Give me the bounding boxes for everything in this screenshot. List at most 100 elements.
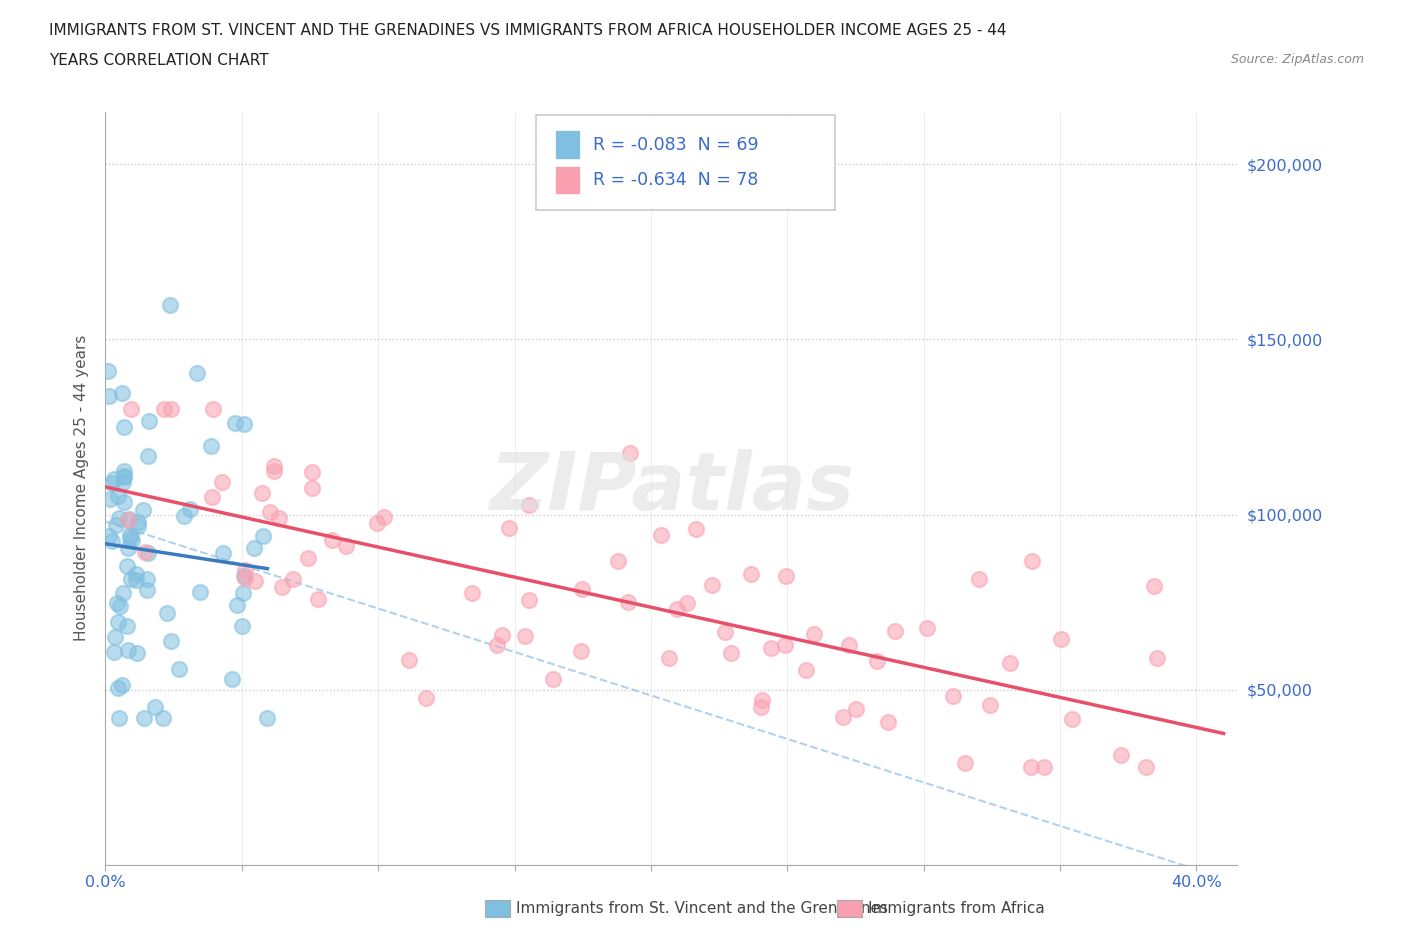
Point [666,602,689,617]
FancyBboxPatch shape [536,115,835,209]
Point [1111,748,1133,763]
Point [979,698,1001,712]
Point [115,558,138,573]
Point [263,458,285,473]
Point [120,531,142,546]
Point [231,618,253,633]
Point [658,651,681,666]
Point [112,474,135,489]
Point [761,641,783,656]
Point [281,572,304,587]
Point [297,551,319,565]
Point [866,654,889,669]
Point [543,671,565,686]
Point [515,629,537,644]
Point [112,470,135,485]
Point [373,510,395,525]
Point [517,592,540,607]
Point [134,711,156,725]
Point [127,518,149,533]
Point [143,699,166,714]
Point [136,546,159,561]
Point [1050,631,1073,646]
Point [112,469,135,484]
Point [200,438,222,453]
Point [188,585,211,600]
Text: ZIPatlas: ZIPatlas [489,449,853,527]
Text: R = -0.083  N = 69: R = -0.083 N = 69 [593,136,759,153]
Point [775,568,797,583]
Point [103,472,125,486]
Point [619,445,641,460]
Point [263,464,285,479]
Point [112,419,135,434]
Point [117,512,139,527]
Point [103,644,125,659]
Point [179,501,201,516]
Point [200,489,222,504]
Point [233,571,256,586]
Point [152,711,174,725]
Point [117,642,139,657]
Point [838,637,860,652]
Point [120,527,142,542]
Point [606,554,628,569]
Point [127,514,149,529]
Point [108,598,131,613]
Point [252,528,274,543]
Point [134,544,156,559]
Point [884,623,907,638]
Point [112,494,135,509]
Point [111,385,134,400]
Point [117,541,139,556]
Point [167,662,190,677]
Point [366,516,388,531]
Point [1143,578,1166,593]
Text: IMMIGRANTS FROM ST. VINCENT AND THE GRENADINES VS IMMIGRANTS FROM AFRICA HOUSEHO: IMMIGRANTS FROM ST. VINCENT AND THE GREN… [49,23,1007,38]
Point [159,298,181,312]
Point [415,690,437,705]
Point [125,646,148,661]
Point [740,566,762,581]
Point [245,574,267,589]
Point [115,618,138,633]
Y-axis label: Householder Income Ages 25 - 44 years: Householder Income Ages 25 - 44 years [75,335,90,642]
Point [650,527,672,542]
Point [685,521,707,536]
Point [1135,760,1157,775]
Point [101,476,124,491]
Point [156,606,179,621]
Point [773,637,796,652]
Point [335,538,357,553]
Point [259,504,281,519]
Point [915,620,938,635]
Point [486,638,509,653]
Point [398,653,420,668]
Point [159,402,181,417]
Point [955,756,977,771]
Point [107,681,129,696]
Point [120,571,142,586]
Point [97,389,120,404]
Point [1021,553,1043,568]
Point [714,624,737,639]
Point [153,402,176,417]
Point [136,571,159,586]
Point [108,512,131,526]
Point [307,591,329,606]
Point [803,627,825,642]
Text: Immigrants from St. Vincent and the Grenadines: Immigrants from St. Vincent and the Gren… [516,901,889,916]
Point [301,481,323,496]
Text: Immigrants from Africa: Immigrants from Africa [868,901,1045,916]
Point [138,413,160,428]
Point [120,402,142,417]
Point [271,579,294,594]
Point [1062,711,1084,726]
Point [97,364,120,379]
Point [617,594,640,609]
Point [98,492,121,507]
Point [749,699,772,714]
Point [105,596,128,611]
Point [967,572,990,587]
Point [256,711,278,725]
